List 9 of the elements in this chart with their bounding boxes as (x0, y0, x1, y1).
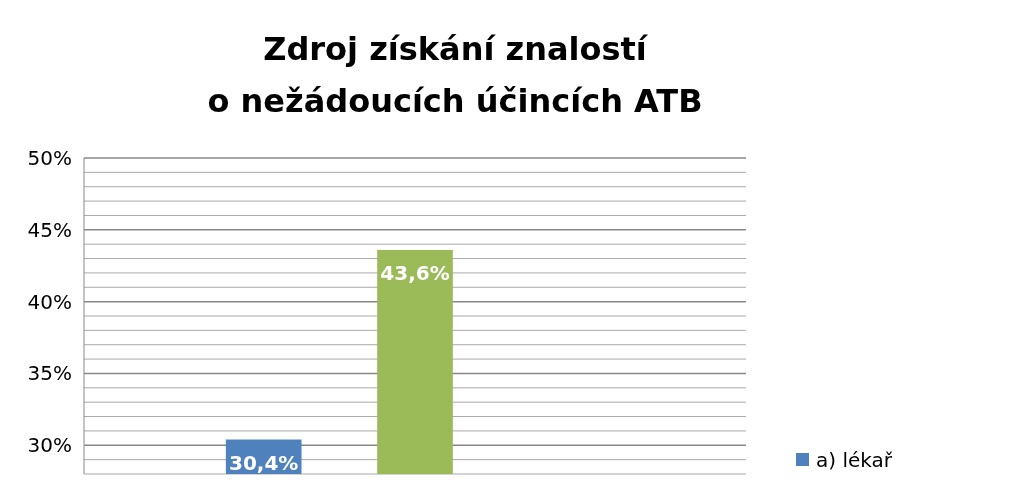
y-tick-label: 40% (27, 289, 72, 314)
chart-title: Zdroj získání znalostí o nežádoucích účincích ATB (207, 30, 703, 120)
y-tick-label: 35% (27, 361, 72, 386)
text: 30% (27, 433, 72, 458)
legend-label: a) lékař (816, 448, 893, 472)
y-tick-label: 50% (27, 146, 72, 170)
data-label: 30,4% (228, 450, 299, 475)
y-tick-label: 45% (27, 217, 72, 242)
data-label: 43,6% (380, 260, 450, 285)
